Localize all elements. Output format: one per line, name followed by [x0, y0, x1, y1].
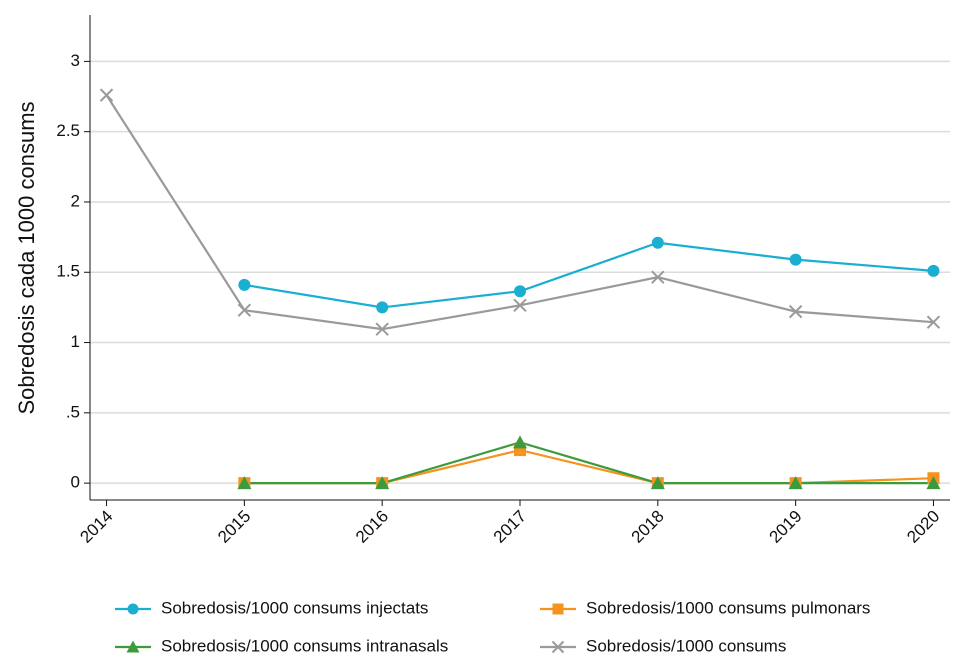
marker	[127, 603, 139, 615]
marker	[238, 278, 251, 291]
x-tick-label: 2015	[214, 507, 254, 547]
series-line	[244, 448, 934, 485]
x-tick-label: 2016	[352, 507, 392, 547]
x-tick-label: 2019	[765, 507, 805, 547]
marker	[650, 476, 665, 490]
marker	[376, 301, 389, 314]
marker	[513, 298, 527, 313]
legend-label: Sobredosis/1000 consums injectats	[161, 598, 428, 617]
x-tick-label: 2017	[490, 507, 530, 547]
x-tick-label: 2018	[628, 507, 668, 547]
legend-label: Sobredosis/1000 consums intranasals	[161, 636, 448, 655]
marker	[926, 315, 941, 329]
legend-label: Sobredosis/1000 consums	[586, 636, 786, 655]
y-axis-label: Sobredosis cada 1000 consums	[14, 101, 39, 414]
x-tick-label: 2020	[903, 507, 943, 547]
marker	[926, 476, 941, 490]
legend-label: Sobredosis/1000 consums pulmonars	[586, 598, 870, 617]
marker	[126, 640, 140, 653]
marker	[513, 435, 527, 449]
y-tick-label: .5	[66, 402, 80, 421]
x-tick-label: 2014	[76, 507, 116, 547]
y-tick-label: 0	[71, 473, 80, 492]
y-tick-label: 2.5	[56, 121, 80, 140]
marker	[651, 236, 664, 249]
marker	[237, 476, 252, 490]
marker	[551, 640, 565, 654]
marker	[552, 603, 564, 615]
y-tick-label: 2	[71, 191, 80, 210]
y-tick-label: 1.5	[56, 262, 80, 281]
marker	[788, 304, 803, 319]
marker	[651, 270, 665, 284]
y-tick-label: 1	[71, 332, 80, 351]
marker	[375, 322, 389, 336]
marker	[514, 285, 526, 298]
series-line	[244, 241, 934, 309]
marker	[375, 476, 390, 490]
y-tick-label: 3	[71, 51, 80, 70]
marker	[99, 88, 114, 102]
marker	[788, 476, 803, 490]
marker	[237, 303, 252, 317]
marker	[789, 253, 802, 266]
marker	[927, 264, 940, 277]
series-line	[244, 441, 934, 485]
